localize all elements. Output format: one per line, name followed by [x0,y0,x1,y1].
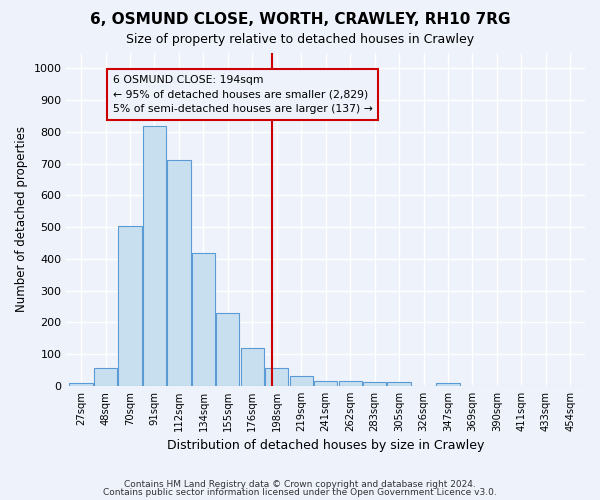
Bar [167,160,191,386]
Bar [338,381,362,386]
Bar [118,226,142,386]
Bar [94,368,117,386]
Bar [70,384,93,386]
Text: Size of property relative to detached houses in Crawley: Size of property relative to detached ho… [126,32,474,46]
Bar [363,382,386,386]
Bar [216,313,239,386]
X-axis label: Distribution of detached houses by size in Crawley: Distribution of detached houses by size … [167,440,484,452]
Text: Contains HM Land Registry data © Crown copyright and database right 2024.: Contains HM Land Registry data © Crown c… [124,480,476,489]
Bar [314,381,337,386]
Bar [265,368,289,386]
Bar [143,126,166,386]
Y-axis label: Number of detached properties: Number of detached properties [15,126,28,312]
Text: 6 OSMUND CLOSE: 194sqm
← 95% of detached houses are smaller (2,829)
5% of semi-d: 6 OSMUND CLOSE: 194sqm ← 95% of detached… [113,74,373,114]
Bar [388,382,411,386]
Bar [192,253,215,386]
Bar [290,376,313,386]
Bar [241,348,264,386]
Bar [436,384,460,386]
Text: Contains public sector information licensed under the Open Government Licence v3: Contains public sector information licen… [103,488,497,497]
Text: 6, OSMUND CLOSE, WORTH, CRAWLEY, RH10 7RG: 6, OSMUND CLOSE, WORTH, CRAWLEY, RH10 7R… [90,12,510,28]
